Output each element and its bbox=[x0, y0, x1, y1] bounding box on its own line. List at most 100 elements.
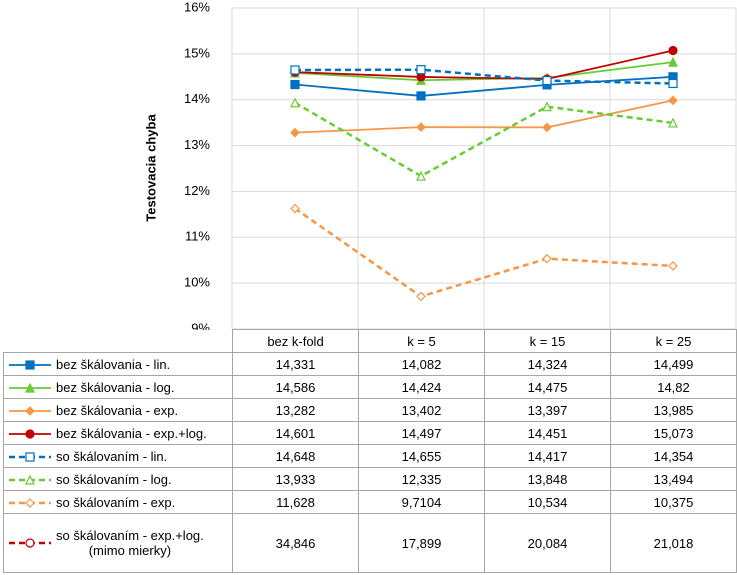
legend-cell: bez škálovania - exp. bbox=[3, 398, 233, 422]
legend-cell: so škálovaním - exp. bbox=[3, 490, 233, 514]
value-cell: 14,451 bbox=[484, 421, 611, 445]
value-cell: 14,417 bbox=[484, 444, 611, 468]
series-line bbox=[294, 61, 674, 82]
marker bbox=[416, 65, 426, 75]
y-tick-label: 13% bbox=[184, 137, 210, 152]
value-cell: 13,933 bbox=[232, 467, 359, 491]
marker bbox=[416, 291, 426, 302]
marker bbox=[25, 474, 35, 485]
marker bbox=[25, 405, 35, 416]
series bbox=[290, 65, 678, 89]
marker bbox=[542, 122, 552, 133]
value-cell: 17,899 bbox=[358, 513, 485, 573]
value-cell: 11,628 bbox=[232, 490, 359, 514]
value-cell: 13,397 bbox=[484, 398, 611, 422]
value-cell: 14,655 bbox=[358, 444, 485, 468]
marker bbox=[416, 122, 426, 132]
legend-key bbox=[9, 382, 51, 393]
y-tick-label: 15% bbox=[184, 45, 210, 60]
series-row: so škálovaním - log. 13,933 12,335 13,848 13… bbox=[3, 467, 737, 491]
value-cell: 14,497 bbox=[358, 421, 485, 445]
series-line bbox=[294, 68, 674, 85]
chart: Testovacia chyba 9% 10% 11% 12% 13% 14% 15% 16% bbox=[143, 0, 737, 330]
legend-label: bez škálovania - log. bbox=[56, 380, 175, 396]
legend-label: so škálovaním - exp. bbox=[56, 495, 176, 511]
legend-label: so škálovaním - log. bbox=[56, 472, 172, 488]
marker bbox=[25, 538, 35, 548]
series-row: bez škálovania - exp. 13,282 13,402 13,397 1… bbox=[3, 398, 737, 422]
x-tick-label: k = 25 bbox=[610, 329, 737, 353]
legend-cell: bez škálovania - log. bbox=[3, 375, 233, 399]
legend-cell: bez škálovania - exp.+log. bbox=[3, 421, 233, 445]
series-line bbox=[294, 49, 674, 80]
marker bbox=[25, 451, 35, 462]
marker bbox=[416, 91, 426, 101]
series-row: so škálovaním - exp.+log. (mimo mierky) 3… bbox=[3, 513, 737, 573]
marker bbox=[668, 261, 678, 271]
value-cell: 10,534 bbox=[484, 490, 611, 514]
series bbox=[290, 203, 678, 302]
legend-key bbox=[9, 497, 51, 508]
legend-cell: so škálovaním - lin. bbox=[3, 444, 233, 468]
value-cell: 14,82 bbox=[610, 375, 737, 399]
marker bbox=[290, 65, 300, 75]
marker bbox=[542, 101, 552, 112]
series-row: so škálovaním - lin. 14,648 14,655 14,417 14… bbox=[3, 444, 737, 468]
marker bbox=[668, 95, 678, 106]
legend-key bbox=[9, 451, 51, 462]
legend-key bbox=[9, 428, 51, 439]
marker bbox=[25, 382, 35, 393]
marker bbox=[668, 56, 678, 67]
legend-cell: bez škálovania - lin. bbox=[3, 352, 233, 376]
marker bbox=[668, 117, 678, 128]
value-cell: 21,018 bbox=[610, 513, 737, 573]
x-tick-label: k = 5 bbox=[358, 329, 485, 353]
blank-cell bbox=[3, 329, 233, 353]
legend-label: so škálovaním - exp.+log. (mimo mierky) bbox=[56, 528, 204, 558]
value-cell: 12,335 bbox=[358, 467, 485, 491]
value-cell: 14,082 bbox=[358, 352, 485, 376]
y-tick-label: 12% bbox=[184, 183, 210, 198]
series-row: so škálovaním - exp. 11,628 9,7104 10,534 10… bbox=[3, 490, 737, 514]
y-tick-label: 14% bbox=[184, 91, 210, 106]
x-tick-label: bez k-fold bbox=[232, 329, 359, 353]
value-cell: 13,494 bbox=[610, 467, 737, 491]
legend-key bbox=[9, 538, 51, 548]
value-cell: 14,648 bbox=[232, 444, 359, 468]
legend-key bbox=[9, 474, 51, 485]
value-cell: 9,7104 bbox=[358, 490, 485, 514]
y-tick-label: 9% bbox=[191, 320, 210, 330]
value-cell: 20,084 bbox=[484, 513, 611, 573]
value-cell: 13,848 bbox=[484, 467, 611, 491]
value-cell: 13,282 bbox=[232, 398, 359, 422]
value-cell: 14,331 bbox=[232, 352, 359, 376]
value-cell: 34,846 bbox=[232, 513, 359, 573]
y-axis-title: Testovacia chyba bbox=[143, 114, 158, 222]
value-cell: 13,985 bbox=[610, 398, 737, 422]
marker bbox=[290, 97, 300, 108]
value-cell: 14,499 bbox=[610, 352, 737, 376]
y-tick-label: 11% bbox=[185, 229, 210, 244]
series-row: bez škálovania - lin. 14,331 14,082 14,324 1… bbox=[3, 352, 737, 376]
legend-cell: so škálovaním - log. bbox=[3, 467, 233, 491]
y-tick-label: 16% bbox=[184, 0, 210, 14]
value-cell: 10,375 bbox=[610, 490, 737, 514]
value-cell: 14,601 bbox=[232, 421, 359, 445]
value-cell: 14,324 bbox=[484, 352, 611, 376]
value-cell: 15,073 bbox=[610, 421, 737, 445]
value-cell: 14,475 bbox=[484, 375, 611, 399]
series-line bbox=[294, 101, 674, 178]
marker bbox=[542, 75, 552, 86]
value-cell: 14,586 bbox=[232, 375, 359, 399]
marker bbox=[290, 127, 300, 138]
legend-label: bez škálovania - lin. bbox=[56, 357, 171, 373]
marker bbox=[668, 78, 678, 89]
legend-label: bez škálovania - exp. bbox=[56, 403, 179, 419]
y-tick-label: 10% bbox=[184, 275, 210, 290]
marker bbox=[25, 428, 35, 439]
marker bbox=[416, 170, 426, 181]
legend-label: bez škálovania - exp.+log. bbox=[56, 426, 207, 442]
